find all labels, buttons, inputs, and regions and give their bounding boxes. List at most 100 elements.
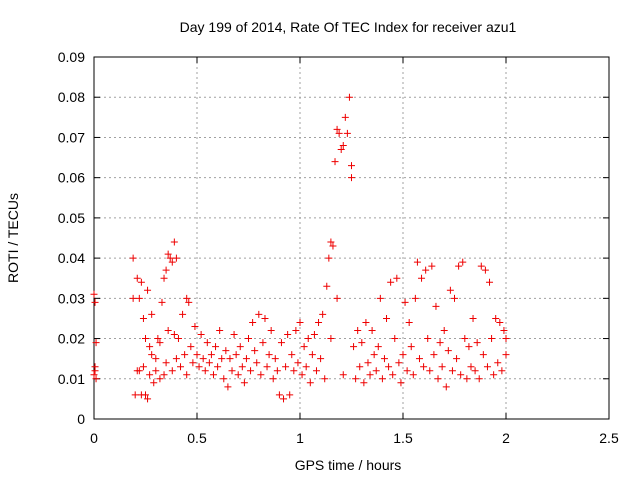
data-point xyxy=(226,355,234,363)
data-point xyxy=(329,242,337,250)
data-point xyxy=(249,318,257,326)
data-point xyxy=(253,359,261,367)
data-point xyxy=(385,363,393,371)
x-tick-label: 2.5 xyxy=(599,430,619,446)
data-point xyxy=(277,339,285,347)
y-tick-label: 0.08 xyxy=(58,89,85,105)
data-point xyxy=(160,371,168,379)
data-point xyxy=(426,367,434,375)
data-point xyxy=(403,367,411,375)
data-point xyxy=(209,371,217,379)
data-point xyxy=(440,327,448,335)
data-point xyxy=(218,355,226,363)
data-point xyxy=(203,339,211,347)
data-point xyxy=(269,375,277,383)
data-point xyxy=(348,174,355,182)
data-point xyxy=(436,339,444,347)
data-point xyxy=(267,327,275,335)
data-point xyxy=(156,375,164,383)
data-point xyxy=(438,363,446,371)
data-point xyxy=(183,294,191,302)
data-point xyxy=(150,379,158,387)
data-point xyxy=(298,371,306,379)
data-point xyxy=(170,238,178,246)
data-point xyxy=(455,262,463,270)
data-point xyxy=(492,314,500,322)
y-tick-label: 0.03 xyxy=(58,290,85,306)
data-point xyxy=(292,327,300,335)
data-point xyxy=(240,379,248,387)
data-point xyxy=(327,238,335,246)
data-point xyxy=(199,355,207,363)
data-point xyxy=(333,125,341,133)
data-point xyxy=(193,351,201,359)
data-point xyxy=(166,254,174,262)
data-point xyxy=(339,141,347,149)
data-point xyxy=(378,375,386,383)
data-point xyxy=(300,343,308,351)
data-point xyxy=(500,327,508,335)
data-point xyxy=(146,371,154,379)
data-point xyxy=(453,355,461,363)
data-point xyxy=(339,371,347,379)
y-tick-label: 0.05 xyxy=(58,210,85,226)
data-point xyxy=(364,359,372,367)
data-point xyxy=(205,359,213,367)
data-point xyxy=(502,351,510,359)
data-point xyxy=(174,335,182,343)
data-point xyxy=(148,351,156,359)
data-point xyxy=(139,314,147,322)
data-point xyxy=(137,278,145,286)
data-point xyxy=(162,266,170,274)
data-point xyxy=(356,363,364,371)
y-tick-label: 0.02 xyxy=(58,331,85,347)
data-point xyxy=(461,335,469,343)
data-point xyxy=(228,367,236,375)
data-point xyxy=(413,258,421,266)
grid-lines xyxy=(94,57,609,419)
data-point xyxy=(496,318,504,326)
data-point xyxy=(224,383,232,391)
data-point xyxy=(368,327,376,335)
data-point xyxy=(358,339,366,347)
data-point xyxy=(152,355,160,363)
data-point xyxy=(179,310,187,318)
y-tick-label: 0.09 xyxy=(58,49,85,65)
data-point xyxy=(133,274,141,282)
data-point xyxy=(434,375,442,383)
data-point xyxy=(236,343,244,351)
data-point xyxy=(312,367,320,375)
data-point xyxy=(428,262,436,270)
data-point xyxy=(481,266,489,274)
data-point xyxy=(238,363,246,371)
data-point xyxy=(242,355,250,363)
data-point xyxy=(490,371,498,379)
data-point xyxy=(92,339,100,347)
data-point xyxy=(415,355,423,363)
data-point xyxy=(401,298,409,306)
data-point xyxy=(222,347,230,355)
data-point xyxy=(374,343,382,351)
data-point xyxy=(422,266,430,274)
y-tick-label: 0 xyxy=(77,411,85,427)
data-point xyxy=(273,367,281,375)
data-point xyxy=(407,343,415,351)
data-point xyxy=(172,254,180,262)
data-point xyxy=(459,258,467,266)
data-point xyxy=(230,331,238,339)
data-point xyxy=(280,395,288,403)
data-point xyxy=(432,302,440,310)
data-point xyxy=(446,286,454,294)
data-point xyxy=(405,318,413,326)
data-point xyxy=(265,351,273,359)
data-point xyxy=(290,367,298,375)
data-point xyxy=(387,278,395,286)
data-point xyxy=(310,331,318,339)
data-point xyxy=(185,298,193,306)
y-tick-label: 0.07 xyxy=(58,129,85,145)
data-point xyxy=(168,258,176,266)
data-point xyxy=(343,129,351,137)
data-point xyxy=(362,318,370,326)
data-point xyxy=(232,351,240,359)
data-point xyxy=(294,359,302,367)
